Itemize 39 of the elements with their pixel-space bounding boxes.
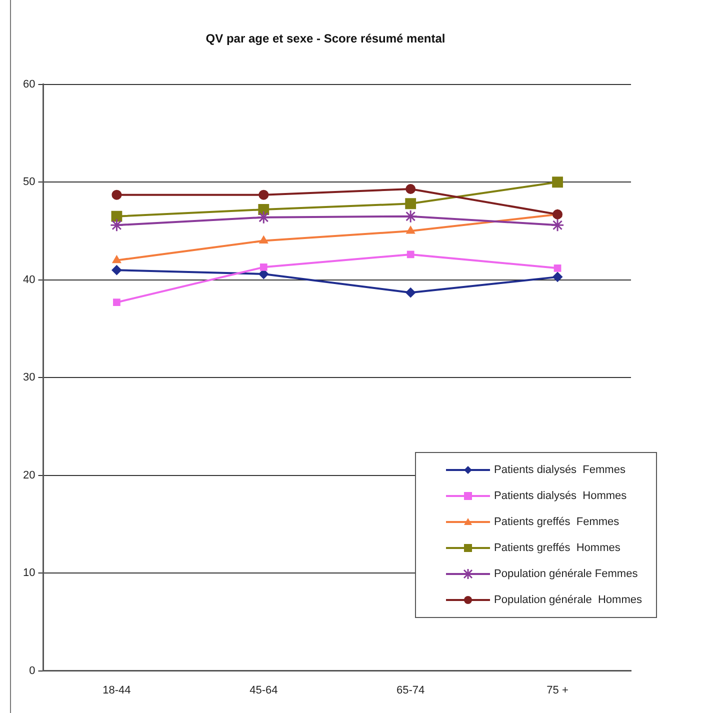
x-tick-label: 65-74 bbox=[396, 684, 425, 696]
chart-title: QV par age et sexe - Score résumé mental bbox=[206, 32, 446, 46]
point bbox=[112, 190, 122, 200]
point bbox=[552, 272, 563, 282]
legend-label: Patients greffés Femmes bbox=[494, 516, 620, 528]
legend-label: Patients dialysés Hommes bbox=[494, 490, 627, 502]
point bbox=[258, 190, 269, 200]
y-tick-label: 50 bbox=[22, 176, 36, 188]
y-tick-label: 10 bbox=[22, 567, 36, 580]
point bbox=[259, 236, 268, 244]
point bbox=[110, 218, 124, 232]
y-tick-label: 0 bbox=[29, 664, 36, 677]
point bbox=[258, 269, 269, 280]
y-tick-label: 30 bbox=[22, 372, 36, 384]
x-tick-label: 18-44 bbox=[102, 684, 131, 696]
point bbox=[406, 184, 416, 194]
point bbox=[111, 210, 122, 222]
x-tick-label: 45-64 bbox=[250, 684, 278, 696]
y-tick-label: 20 bbox=[22, 469, 36, 482]
legend-label: Patients dialysés Femmes bbox=[494, 464, 626, 476]
point bbox=[404, 210, 418, 224]
point bbox=[406, 250, 414, 258]
point bbox=[406, 226, 415, 234]
point bbox=[406, 288, 416, 298]
legend-label: Patients greffés Hommes bbox=[494, 542, 620, 554]
point bbox=[552, 176, 563, 188]
point bbox=[260, 263, 268, 271]
point bbox=[550, 218, 564, 232]
point bbox=[405, 198, 416, 210]
point bbox=[113, 298, 120, 306]
legend-label: Population générale Hommes bbox=[494, 594, 642, 606]
legend-label: Population générale Femmes bbox=[494, 568, 638, 580]
y-tick-label: 40 bbox=[22, 274, 36, 286]
y-tick-label: 60 bbox=[22, 78, 36, 90]
point bbox=[554, 264, 562, 272]
point bbox=[112, 265, 122, 276]
point bbox=[256, 210, 270, 224]
point bbox=[112, 255, 122, 264]
x-tick-label: 75 + bbox=[546, 684, 568, 696]
